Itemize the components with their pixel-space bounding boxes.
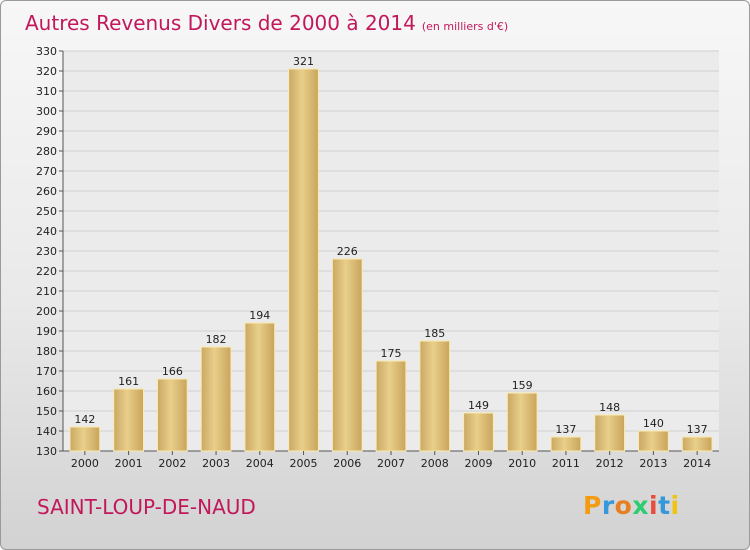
x-tick-label: 2002 (158, 457, 186, 470)
y-tick-label: 130 (36, 445, 57, 458)
bar-value-label: 159 (512, 379, 533, 392)
y-tick-label: 320 (36, 65, 57, 78)
y-tick-label: 200 (36, 305, 57, 318)
bar (331, 258, 363, 452)
y-tick-label: 260 (36, 185, 57, 198)
y-tick-label: 330 (36, 45, 57, 58)
logo-letter: t (658, 491, 671, 520)
bar-value-label: 161 (118, 375, 139, 388)
x-tick-label: 2000 (71, 457, 99, 470)
y-tick-label: 240 (36, 225, 57, 238)
bar-value-label: 140 (643, 417, 664, 430)
x-tick-label: 2006 (333, 457, 361, 470)
bar-value-label: 137 (555, 423, 576, 436)
x-tick-label: 2009 (464, 457, 492, 470)
y-tick-label: 310 (36, 85, 57, 98)
x-tick-label: 2010 (508, 457, 536, 470)
x-tick-label: 2012 (596, 457, 624, 470)
bar (594, 414, 626, 452)
x-tick-label: 2003 (202, 457, 230, 470)
bar (375, 360, 407, 452)
bar-value-label: 166 (162, 365, 183, 378)
title-row: Autres Revenus Divers de 2000 à 2014 (en … (25, 11, 508, 35)
bar (463, 412, 494, 452)
y-tick-label: 230 (36, 245, 57, 258)
bar-value-label: 182 (206, 333, 227, 346)
bar (200, 346, 232, 452)
bar (113, 388, 144, 452)
x-tick-label: 2011 (552, 457, 580, 470)
x-tick-label: 2001 (115, 457, 143, 470)
proxiti-logo: Proxiti (583, 491, 680, 520)
bar-value-label: 149 (468, 399, 489, 412)
x-tick-label: 2008 (421, 457, 449, 470)
logo-letter: x (632, 491, 649, 520)
y-tick-label: 270 (36, 165, 57, 178)
y-tick-label: 160 (36, 385, 57, 398)
y-tick-label: 190 (36, 325, 57, 338)
bar (506, 392, 538, 452)
bar-value-label: 226 (337, 245, 358, 258)
y-tick-label: 280 (36, 145, 57, 158)
bar (681, 436, 713, 452)
bar-value-label: 175 (381, 347, 402, 360)
bar-value-label: 321 (293, 55, 314, 68)
x-tick-label: 2004 (246, 457, 274, 470)
logo-letter: i (649, 491, 659, 520)
y-tick-label: 300 (36, 105, 57, 118)
bar (288, 68, 319, 452)
bar-value-label: 148 (599, 401, 620, 414)
bar (69, 426, 101, 452)
logo-letter: o (614, 491, 633, 520)
bar-value-label: 142 (74, 413, 95, 426)
y-tick-label: 150 (36, 405, 57, 418)
x-tick-label: 2007 (377, 457, 405, 470)
bar (638, 430, 669, 452)
logo-letter: P (583, 491, 602, 520)
y-tick-label: 290 (36, 125, 57, 138)
bar (419, 340, 451, 452)
y-tick-label: 220 (36, 265, 57, 278)
bar (244, 322, 276, 452)
logo-letter: i (670, 491, 680, 520)
y-tick-label: 170 (36, 365, 57, 378)
bar-value-label: 137 (687, 423, 708, 436)
commune-name: SAINT-LOUP-DE-NAUD (37, 495, 256, 519)
y-tick-label: 180 (36, 345, 57, 358)
x-tick-label: 2005 (290, 457, 318, 470)
bar-value-label: 185 (424, 327, 445, 340)
chart-title: Autres Revenus Divers de 2000 à 2014 (25, 11, 416, 35)
bar-value-label: 194 (249, 309, 270, 322)
bar (156, 378, 188, 452)
y-tick-label: 210 (36, 285, 57, 298)
chart-unit: (en milliers d'€) (421, 20, 509, 33)
y-tick-label: 140 (36, 425, 57, 438)
x-tick-label: 2013 (639, 457, 667, 470)
bar (550, 436, 582, 452)
y-tick-label: 250 (36, 205, 57, 218)
x-tick-label: 2014 (683, 457, 711, 470)
logo-letter: r (601, 491, 615, 520)
